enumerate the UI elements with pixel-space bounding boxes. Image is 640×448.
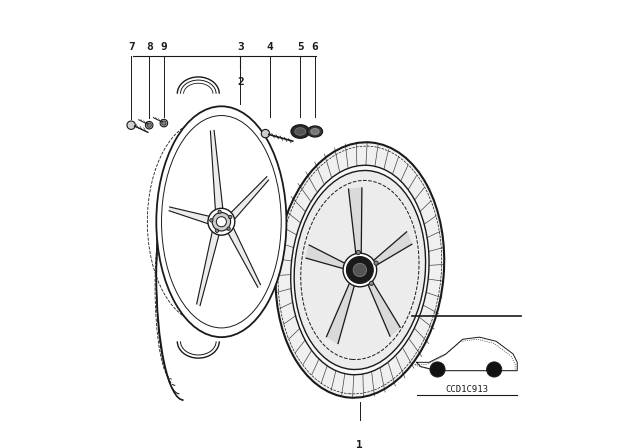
Circle shape	[208, 208, 235, 235]
Ellipse shape	[311, 129, 319, 134]
Text: 8: 8	[146, 42, 152, 52]
Circle shape	[228, 215, 232, 219]
Text: 9: 9	[161, 42, 167, 52]
Circle shape	[127, 121, 135, 129]
Circle shape	[369, 281, 374, 285]
Polygon shape	[367, 279, 400, 336]
Circle shape	[216, 217, 227, 227]
Circle shape	[343, 253, 377, 287]
Circle shape	[162, 121, 166, 125]
Text: 3: 3	[237, 42, 244, 52]
Circle shape	[218, 210, 221, 214]
Text: 1: 1	[356, 440, 364, 448]
Circle shape	[227, 227, 230, 230]
Circle shape	[430, 362, 445, 377]
Ellipse shape	[291, 165, 429, 375]
Circle shape	[356, 250, 360, 254]
Circle shape	[160, 119, 168, 127]
Circle shape	[145, 121, 153, 129]
Ellipse shape	[295, 128, 306, 135]
Ellipse shape	[156, 106, 287, 337]
Polygon shape	[349, 188, 362, 257]
Circle shape	[212, 212, 230, 231]
Circle shape	[353, 263, 367, 277]
Circle shape	[346, 257, 373, 284]
Text: 7: 7	[128, 42, 134, 52]
Ellipse shape	[294, 171, 426, 370]
Polygon shape	[326, 280, 355, 344]
Circle shape	[261, 129, 269, 138]
Polygon shape	[211, 130, 223, 211]
Text: 4: 4	[266, 42, 273, 52]
Circle shape	[147, 123, 151, 127]
Ellipse shape	[307, 126, 323, 137]
Polygon shape	[169, 207, 209, 224]
Text: 2: 2	[237, 77, 244, 87]
Ellipse shape	[291, 125, 310, 138]
Polygon shape	[417, 337, 517, 371]
Text: CCD1C913: CCD1C913	[445, 385, 488, 394]
Text: 6: 6	[312, 42, 318, 52]
Polygon shape	[306, 245, 348, 269]
Circle shape	[215, 229, 219, 233]
Ellipse shape	[275, 142, 444, 398]
Circle shape	[486, 362, 502, 377]
Polygon shape	[371, 232, 412, 267]
Polygon shape	[196, 231, 220, 306]
Polygon shape	[230, 177, 269, 220]
Polygon shape	[228, 227, 260, 287]
Circle shape	[374, 261, 378, 265]
Circle shape	[210, 219, 213, 222]
Text: 5: 5	[297, 42, 303, 52]
